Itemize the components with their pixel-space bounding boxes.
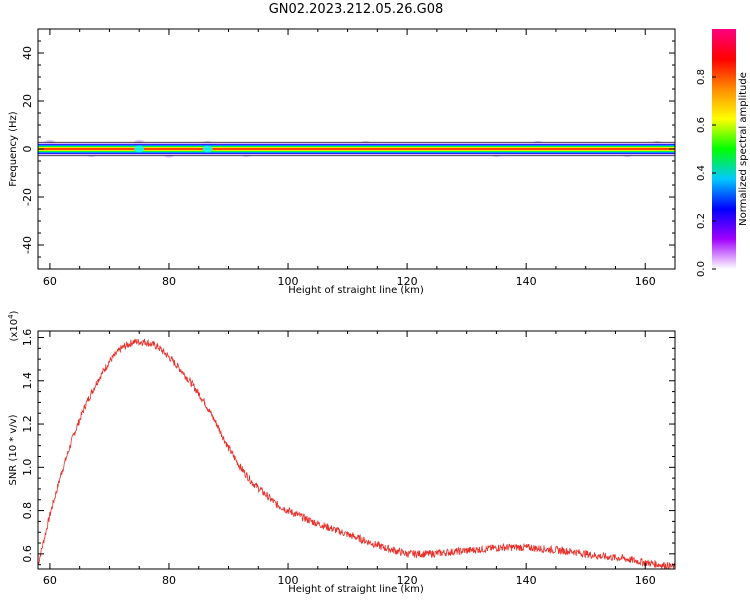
x-tick-label: 60 — [43, 275, 57, 288]
snr-data-point — [430, 553, 432, 555]
y-tick-label: 40 — [21, 46, 34, 60]
y-tick-label: 1.6 — [21, 329, 34, 347]
colorbar-tick-label: 0.0 — [696, 261, 707, 277]
snr-data-point — [263, 492, 265, 494]
x-tick-label: 140 — [516, 275, 537, 288]
snr-multiplier-base: (x10 — [9, 319, 20, 342]
snr-y-axis-label: SNR (10 * v/v) — [8, 414, 19, 485]
x-tick-label: 80 — [162, 574, 176, 587]
snr-data-point — [358, 538, 361, 540]
snr-data-point — [620, 557, 623, 559]
snr-data-point — [311, 520, 313, 523]
colorbar-label: Normalized spectral amplitude — [738, 72, 749, 226]
snr-data-point — [156, 345, 158, 347]
snr-data-point — [85, 403, 87, 406]
snr-data-point — [96, 380, 99, 382]
colorbar-tick-label: 0.8 — [696, 69, 707, 85]
x-tick-label: 160 — [635, 574, 656, 587]
x-tick-label: 100 — [278, 574, 299, 587]
snr-data-point — [501, 546, 503, 548]
snr-multiplier-exp: 4 — [7, 314, 15, 319]
snr-data-point — [382, 546, 384, 548]
x-tick-label: 80 — [162, 275, 176, 288]
snr-data-point — [335, 529, 337, 531]
x-tick-label: 60 — [43, 574, 57, 587]
spectrogram-x-axis-label: Height of straight line (km) — [288, 285, 424, 296]
x-tick-label: 120 — [397, 275, 418, 288]
snr-data-point — [144, 341, 146, 343]
snr-x-axis-label: Height of straight line (km) — [288, 584, 424, 595]
y-tick-label: 0.6 — [21, 545, 34, 563]
colorbar-tick-label: 0.4 — [696, 165, 707, 181]
snr-data-point — [108, 360, 111, 362]
snr-data-point — [406, 553, 408, 555]
snr-data-point — [120, 347, 122, 349]
snr-data-point — [549, 548, 551, 551]
y-tick-label: 20 — [21, 94, 34, 108]
colorbar-gradient — [712, 29, 736, 269]
y-tick-label: 0.8 — [21, 502, 34, 519]
y-tick-label: 1.0 — [21, 459, 34, 477]
x-tick-label: 100 — [278, 275, 299, 288]
y-tick-label: 1.2 — [21, 415, 34, 433]
spectrogram-y-axis-label: Frequency (Hz) — [8, 111, 19, 187]
x-tick-label: 140 — [516, 574, 537, 587]
snr-plot-area — [38, 331, 675, 569]
snr-axes: 60 80 100 120 140 160 0.6 0.8 1.0 1.2 1.4 1.6 — [21, 329, 676, 587]
x-tick-label: 120 — [397, 574, 418, 587]
spectral-hotspot — [134, 145, 145, 153]
snr-series-line — [38, 338, 675, 569]
snr-panel: 60 80 100 120 140 160 0.6 0.8 1.0 1.2 1.4 1.6 Heigh… — [7, 310, 676, 595]
snr-data-point — [597, 555, 599, 557]
snr-data-point — [275, 503, 277, 505]
snr-data-point — [573, 551, 575, 553]
spectral-hotspot — [202, 145, 213, 153]
svg-text:(x104): (x104) — [7, 310, 20, 341]
snr-multiplier: (x104) — [7, 310, 20, 341]
colorbar-tick-label: 0.2 — [696, 213, 707, 229]
y-tick-label: -20 — [21, 188, 34, 206]
snr-data-point — [192, 384, 194, 386]
snr-data-point — [215, 423, 218, 425]
snr-data-point — [132, 341, 134, 343]
y-tick-label: -40 — [21, 236, 34, 254]
snr-data-point — [227, 447, 230, 449]
snr-data-point — [644, 561, 646, 564]
y-tick-label: 0 — [21, 146, 34, 153]
snr-data-point — [73, 434, 75, 436]
colorbar-ticks: 0.0 0.2 0.4 0.6 0.8 — [696, 69, 716, 277]
snr-data-point — [239, 466, 242, 468]
snr-data-point — [168, 356, 170, 358]
snr-data-point — [49, 514, 51, 516]
spectral-band-layer — [38, 148, 675, 150]
spectrogram-axes: 60 80 100 120 140 160 -40 -20 0 20 40 — [21, 28, 676, 288]
y-tick-label: 1.4 — [21, 372, 34, 390]
colorbar: 0.0 0.2 0.4 0.6 0.8 Normalized spectral ampl… — [696, 29, 749, 277]
x-tick-label: 160 — [635, 275, 656, 288]
snr-data-point — [61, 471, 63, 473]
snr-data-point — [287, 509, 289, 512]
chart-title: GN02.2023.212.05.26.G08 — [268, 2, 444, 17]
snr-data-point — [204, 401, 206, 403]
colorbar-tick-label: 0.6 — [696, 117, 707, 133]
snr-data-point — [525, 546, 527, 548]
snr-frame — [37, 330, 676, 570]
snr-data-point — [251, 481, 253, 484]
spectrogram-panel: 60 80 100 120 140 160 -40 -20 0 20 40 Height of st… — [8, 28, 676, 296]
spectrogram-content — [38, 139, 675, 158]
snr-data-point — [180, 369, 182, 371]
snr-data-point — [454, 551, 456, 553]
snr-data-point — [477, 548, 480, 551]
